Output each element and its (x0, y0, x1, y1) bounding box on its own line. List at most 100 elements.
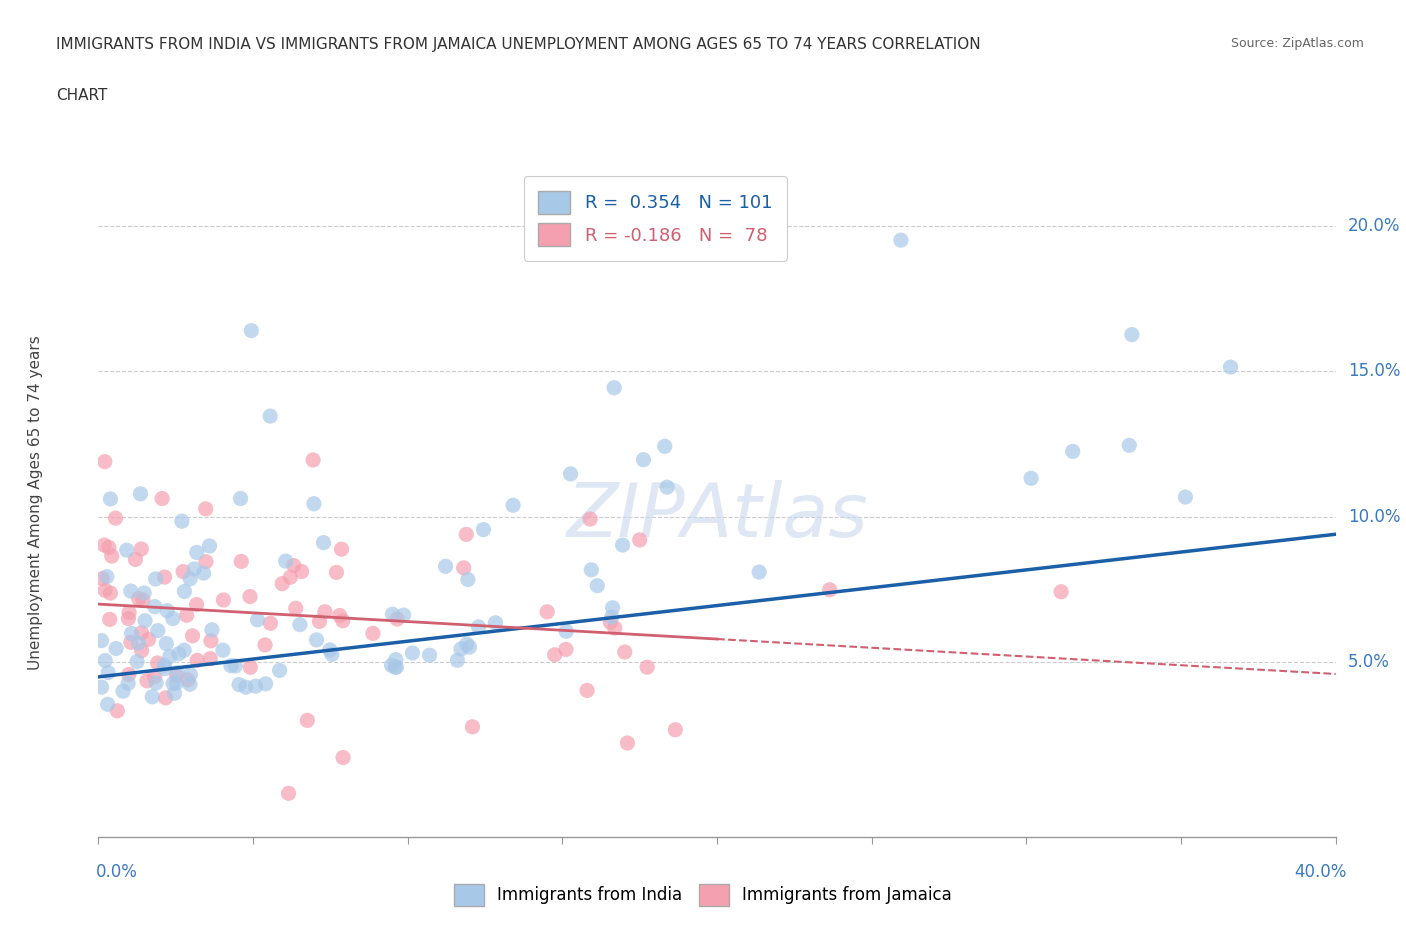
Point (319, 643, 342, 658)
Point (219, 658, 242, 673)
Point (380, 658, 402, 672)
Point (136, 673, 159, 688)
Point (1219, 360, 1241, 375)
Point (555, 624, 578, 639)
Point (138, 632, 160, 647)
Point (105, 703, 128, 718)
Point (224, 658, 246, 673)
Point (120, 584, 142, 599)
Point (118, 605, 141, 620)
Point (131, 541, 153, 556)
Point (134, 613, 156, 628)
Point (153, 658, 176, 672)
Point (194, 501, 217, 516)
Point (97, 540, 120, 555)
Point (603, 380, 626, 395)
Point (97, 665, 120, 680)
Point (890, 232, 912, 247)
Point (198, 538, 221, 553)
Point (96, 569, 118, 584)
Point (288, 618, 311, 632)
Point (325, 565, 347, 580)
Point (467, 619, 489, 634)
Point (179, 677, 201, 692)
Point (94, 653, 117, 668)
Point (129, 486, 152, 501)
Point (297, 713, 319, 728)
Point (312, 535, 335, 550)
Point (329, 608, 352, 623)
Point (613, 644, 636, 659)
Point (132, 592, 155, 607)
Point (177, 672, 200, 687)
Point (484, 616, 506, 631)
Point (332, 751, 354, 765)
Point (179, 571, 201, 586)
Point (284, 601, 307, 616)
Point (143, 670, 166, 684)
Point (186, 597, 208, 612)
Point (212, 592, 235, 607)
Point (453, 561, 475, 576)
Point (173, 643, 195, 658)
Point (91, 571, 114, 586)
Point (163, 686, 186, 701)
Point (186, 545, 208, 560)
Point (1062, 444, 1084, 458)
Point (90, 680, 112, 695)
Point (159, 649, 181, 664)
Point (446, 653, 468, 668)
Text: 20.0%: 20.0% (1348, 217, 1400, 234)
Point (165, 675, 187, 690)
Point (277, 786, 299, 801)
Point (239, 589, 262, 604)
Point (655, 480, 678, 495)
Point (633, 452, 655, 467)
Point (636, 659, 658, 674)
Point (314, 604, 336, 619)
Point (90, 633, 112, 648)
Point (100, 492, 122, 507)
Point (146, 656, 169, 671)
Point (162, 611, 184, 626)
Point (283, 558, 305, 573)
Point (97, 697, 120, 711)
Point (1019, 471, 1042, 485)
Point (450, 642, 472, 657)
Point (599, 615, 621, 630)
Point (381, 607, 404, 622)
Point (1121, 327, 1143, 342)
Point (228, 677, 250, 692)
Point (748, 565, 770, 579)
Point (456, 637, 478, 652)
Point (153, 570, 176, 585)
Point (98, 612, 121, 627)
Text: CHART: CHART (56, 88, 108, 103)
Point (201, 622, 224, 637)
Point (308, 614, 330, 629)
Point (104, 511, 127, 525)
Point (186, 653, 208, 668)
Point (181, 629, 204, 644)
Point (200, 651, 222, 666)
Point (461, 720, 484, 735)
Point (131, 644, 153, 658)
Text: 15.0%: 15.0% (1348, 362, 1400, 380)
Point (131, 625, 153, 640)
Point (170, 513, 193, 528)
Point (600, 610, 623, 625)
Point (392, 607, 415, 622)
Point (385, 612, 408, 627)
Text: Unemployment Among Ages 65 to 74 years: Unemployment Among Ages 65 to 74 years (28, 335, 42, 670)
Point (664, 723, 686, 737)
Text: 5.0%: 5.0% (1348, 653, 1391, 671)
Point (239, 659, 262, 674)
Point (120, 635, 142, 650)
Point (134, 586, 156, 601)
Point (401, 645, 423, 660)
Point (200, 633, 222, 648)
Point (278, 570, 301, 585)
Text: 40.0%: 40.0% (1295, 863, 1347, 881)
Point (112, 684, 135, 698)
Point (457, 572, 479, 587)
